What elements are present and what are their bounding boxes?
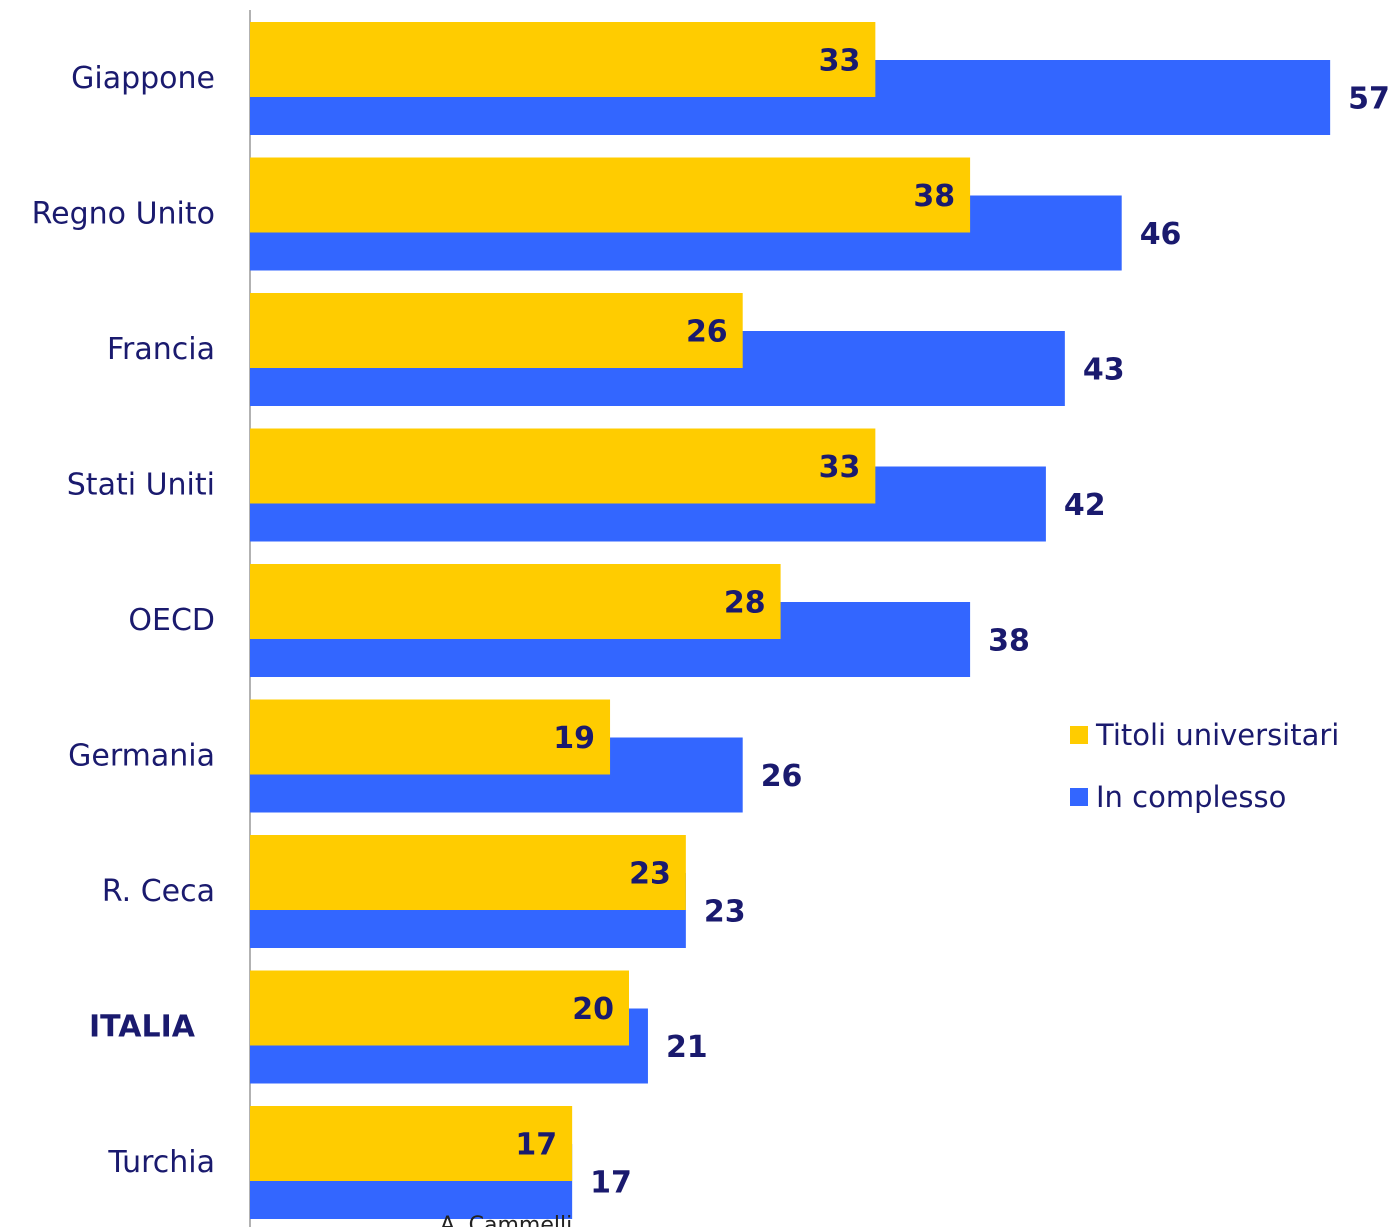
value-label: 17	[515, 1128, 557, 1163]
value-label: 23	[704, 895, 746, 930]
category-label: Regno Unito	[32, 197, 215, 232]
value-label: 19	[553, 721, 595, 756]
category-label: Francia	[107, 332, 215, 367]
category-label: ITALIA	[89, 1010, 196, 1045]
value-label: 57	[1348, 82, 1390, 117]
value-label: 33	[819, 450, 861, 485]
value-label: 42	[1064, 488, 1106, 523]
bar	[250, 564, 781, 639]
bar	[250, 157, 971, 233]
bar	[250, 293, 743, 368]
value-label: 38	[913, 179, 955, 214]
category-label: R. Ceca	[102, 874, 215, 909]
category-label: Stati Uniti	[67, 468, 215, 503]
bar	[250, 22, 876, 97]
category-label: OECD	[128, 603, 215, 638]
legend-label: In complesso	[1096, 780, 1286, 814]
legend-swatch	[1070, 726, 1088, 744]
legend-label: Titoli universitari	[1095, 718, 1339, 752]
source: A. Cammelli	[440, 1213, 572, 1227]
value-label: 26	[686, 315, 728, 350]
value-label: 33	[819, 44, 861, 79]
value-label: 26	[761, 759, 803, 794]
value-label: 23	[629, 857, 671, 892]
value-label: 17	[590, 1166, 632, 1201]
value-label: 43	[1083, 353, 1125, 388]
value-label: 21	[666, 1030, 708, 1065]
bar	[250, 970, 629, 1046]
bar	[250, 835, 686, 910]
category-label: Giappone	[71, 61, 215, 96]
bar	[250, 699, 611, 775]
bar	[250, 1106, 573, 1181]
category-label: Turchia	[107, 1145, 215, 1180]
bar	[250, 428, 876, 504]
value-label: 20	[572, 992, 614, 1027]
value-label: 28	[724, 586, 766, 621]
value-label: 46	[1140, 217, 1182, 252]
category-label: Germania	[68, 739, 215, 774]
value-label: 38	[988, 624, 1030, 659]
legend-swatch	[1070, 788, 1088, 806]
